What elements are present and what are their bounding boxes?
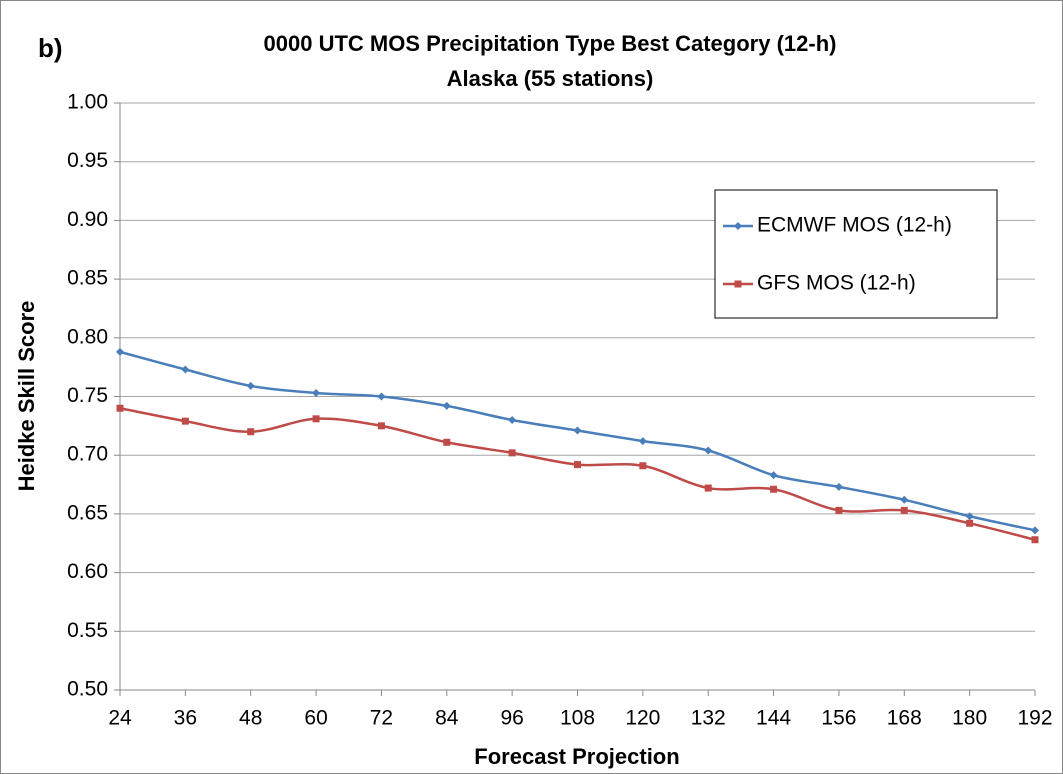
x-tick-label: 120	[625, 707, 660, 730]
x-tick-label: 24	[108, 707, 132, 730]
legend-label: ECMWF MOS (12-h)	[757, 214, 952, 237]
x-tick-label: 48	[239, 707, 262, 730]
marker	[442, 401, 451, 410]
y-tick-label: 0.90	[67, 208, 108, 231]
legend-box	[714, 189, 998, 319]
y-tick-label: 0.50	[67, 678, 108, 701]
x-tick-label: 144	[756, 707, 791, 730]
x-tick-label: 156	[821, 707, 856, 730]
x-tick-label: 36	[174, 707, 197, 730]
marker	[116, 404, 124, 412]
marker	[900, 506, 908, 514]
x-tick-label: 72	[370, 707, 393, 730]
y-tick-label: 0.70	[67, 443, 108, 466]
marker	[834, 482, 843, 491]
marker	[312, 388, 321, 397]
y-tick-label: 0.60	[67, 560, 108, 583]
legend-marker	[734, 280, 742, 288]
y-tick-label: 0.95	[67, 149, 108, 172]
marker	[639, 462, 647, 470]
x-tick-label: 108	[560, 707, 595, 730]
marker	[965, 512, 974, 521]
x-tick-label: 84	[435, 707, 459, 730]
panel-label: b)	[38, 33, 63, 63]
marker	[377, 392, 386, 401]
y-tick-label: 1.00	[67, 91, 108, 114]
marker	[1031, 536, 1039, 544]
marker	[116, 347, 124, 356]
marker	[247, 428, 255, 436]
marker	[900, 495, 909, 504]
marker	[1031, 526, 1039, 535]
x-axis-title: Forecast Projection	[474, 744, 679, 769]
marker	[704, 446, 713, 455]
y-tick-label: 0.80	[67, 325, 108, 348]
marker	[638, 437, 647, 446]
marker	[770, 485, 778, 493]
x-tick-label: 168	[887, 707, 922, 730]
y-tick-label: 0.55	[67, 619, 108, 642]
marker	[246, 381, 255, 390]
legend-label: GFS MOS (12-h)	[757, 272, 916, 295]
y-tick-label: 0.65	[67, 501, 108, 524]
y-tick-label: 0.85	[67, 267, 108, 290]
marker	[508, 415, 517, 424]
x-tick-label: 60	[304, 707, 327, 730]
x-tick-label: 180	[952, 707, 987, 730]
marker	[835, 506, 843, 514]
x-tick-label: 192	[1017, 707, 1052, 730]
marker	[508, 449, 516, 457]
marker	[181, 417, 189, 425]
marker	[443, 438, 451, 446]
marker	[312, 415, 320, 423]
chart-title: 0000 UTC MOS Precipitation Type Best Cat…	[264, 31, 837, 56]
marker	[181, 365, 190, 374]
marker	[704, 484, 712, 492]
marker	[377, 422, 385, 430]
x-tick-label: 132	[691, 707, 726, 730]
y-axis-title: Heidke Skill Score	[14, 301, 39, 492]
legend-marker	[734, 222, 742, 230]
marker	[574, 461, 581, 469]
marker	[769, 471, 778, 480]
marker	[573, 426, 582, 435]
chart-subtitle: Alaska (55 stations)	[447, 66, 654, 91]
marker	[966, 519, 974, 527]
x-tick-label: 96	[500, 707, 523, 730]
y-tick-label: 0.75	[67, 384, 108, 407]
